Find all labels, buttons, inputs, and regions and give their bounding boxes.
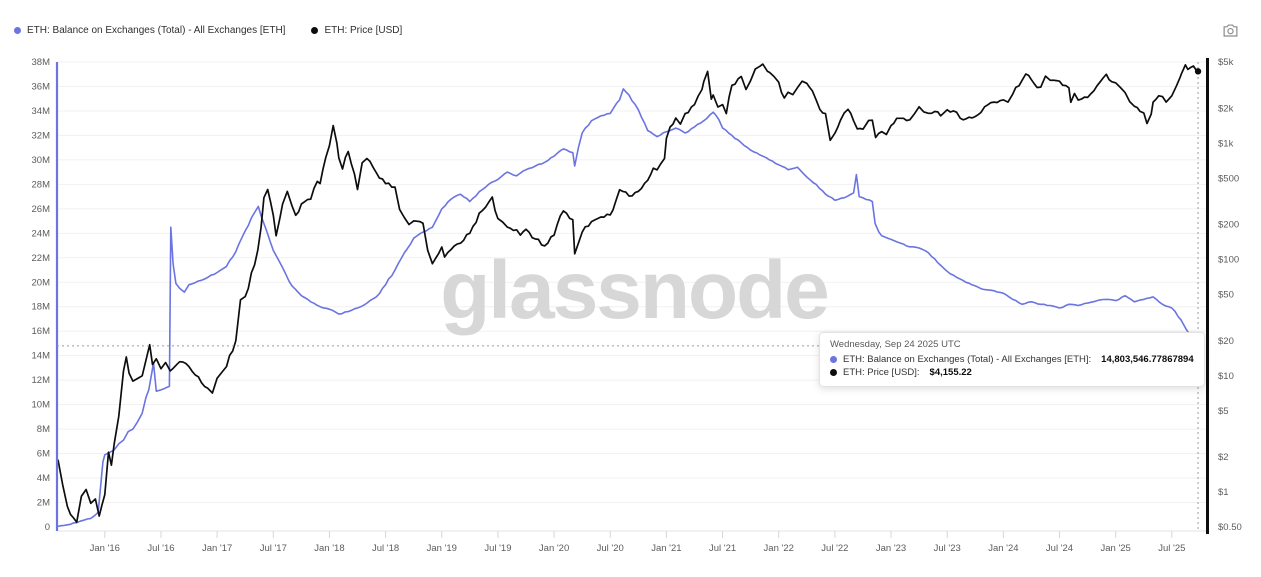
y-right-tick-label: $2 [1218,452,1229,463]
x-tick-label: Jul '16 [147,543,174,554]
x-tick-label: Jan '16 [90,543,120,554]
y-left-tick-label: 38M [32,57,51,68]
y-left-tick-label: 20M [32,277,51,288]
y-left-tick-label: 34M [32,106,51,117]
x-tick-label: Jul '24 [1046,543,1073,554]
tooltip-date: Wednesday, Sep 24 2025 UTC [830,339,961,350]
legend-item-price[interactable]: ETH: Price [USD] [311,25,402,36]
y-right-tick-label: $0.50 [1218,522,1242,533]
x-tick-label: Jul '25 [1158,543,1185,554]
y-left-tick-label: 0 [45,522,50,533]
legend-label-price: ETH: Price [USD] [324,25,403,36]
y-left-tick-label: 10M [32,400,51,411]
legend-item-balance[interactable]: ETH: Balance on Exchanges (Total) - All … [14,25,285,36]
y-left-tick-label: 28M [32,179,51,190]
series-line-price [57,63,1199,524]
y-left-tick-label: 16M [32,326,51,337]
x-tick-label: Jan '17 [202,543,232,554]
x-tick-label: Jan '24 [988,543,1018,554]
y-right-tick-label: $5k [1218,57,1234,68]
y-left-tick-label: 6M [37,449,50,460]
tooltip-label-balance: ETH: Balance on Exchanges (Total) - All … [843,354,1092,365]
x-tick-label: Jul '17 [260,543,287,554]
x-tick-label: Jan '22 [764,543,794,554]
y-left-tick-label: 18M [32,302,51,313]
y-right-tick-label: $50 [1218,290,1234,301]
y-right-tick-label: $500 [1218,173,1239,184]
x-tick-label: Jan '21 [651,543,681,554]
y-right-tick-label: $100 [1218,255,1239,266]
endpoint-dot-price [1194,68,1202,75]
y-left-tick-label: 2M [37,498,50,509]
chart-legend: ETH: Balance on Exchanges (Total) - All … [14,25,402,36]
screenshot-button[interactable] [1219,21,1241,41]
tooltip-dot-price-icon [830,369,837,376]
y-left-tick-label: 36M [32,81,51,92]
y-right-tick-label: $20 [1218,336,1234,347]
camera-icon [1223,23,1237,37]
y-left-tick-label: 26M [32,204,51,215]
tooltip-label-price: ETH: Price [USD]: [843,367,920,378]
tooltip-row-balance: ETH: Balance on Exchanges (Total) - All … [830,353,1194,366]
y-right-tick-label: $1k [1218,138,1234,149]
y-left-tick-label: 4M [37,473,50,484]
y-right-tick-label: $200 [1218,220,1239,231]
y-right-tick-label: $10 [1218,371,1234,382]
legend-dot-price-icon [311,27,319,34]
y-left-tick-label: 8M [37,424,50,435]
x-tick-label: Jul '21 [709,543,736,554]
y-left-tick-label: 14M [32,351,51,362]
x-tick-label: Jul '18 [372,543,399,554]
tooltip-value-balance: 14,803,546.77867894 [1101,354,1194,365]
x-tick-label: Jan '20 [539,543,569,554]
x-tick-label: Jul '23 [934,543,961,554]
chart-tooltip: Wednesday, Sep 24 2025 UTC ETH: Balance … [819,332,1205,387]
y-left-tick-label: 24M [32,228,51,239]
y-left-tick-label: 30M [32,155,51,166]
x-tick-label: Jul '22 [821,543,848,554]
legend-label-balance: ETH: Balance on Exchanges (Total) - All … [27,25,286,36]
x-tick-label: Jan '19 [427,543,457,554]
x-tick-label: Jan '23 [876,543,906,554]
y-right-tick-label: $2k [1218,103,1234,114]
tooltip-row-price: ETH: Price [USD]: $4,155.22 [830,366,1194,379]
tooltip-dot-balance-icon [830,356,837,363]
y-right-tick-label: $1 [1218,487,1229,498]
y-left-tick-label: 12M [32,375,51,386]
x-tick-label: Jan '25 [1101,543,1131,554]
y-left-tick-label: 22M [32,253,51,264]
legend-dot-balance-icon [14,27,21,34]
x-tick-label: Jul '19 [484,543,511,554]
x-tick-label: Jul '20 [597,543,624,554]
y-right-tick-label: $5 [1218,406,1229,417]
y-left-tick-label: 32M [32,130,51,141]
x-tick-label: Jan '18 [314,543,344,554]
watermark-text: glassnode [440,245,828,336]
tooltip-value-price: $4,155.22 [929,367,972,378]
